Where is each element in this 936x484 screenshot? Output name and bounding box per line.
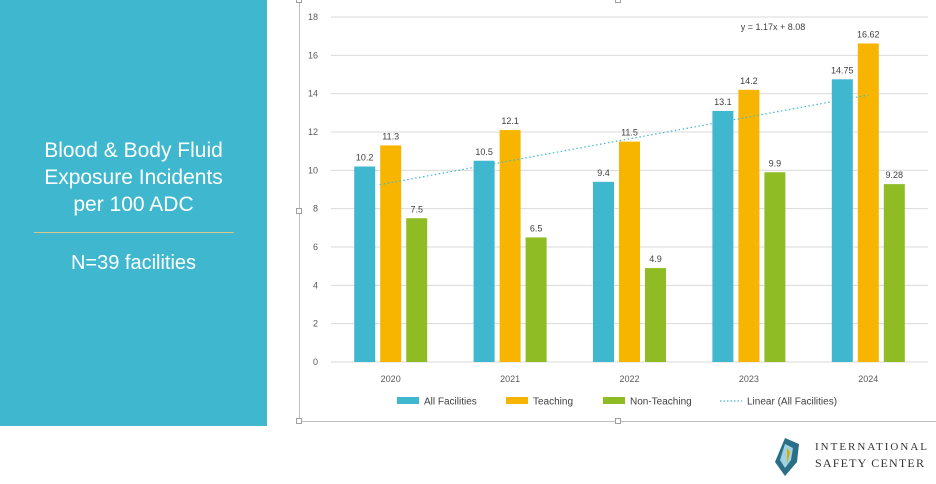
shield-logo-icon <box>775 438 799 476</box>
data-label: 9.4 <box>597 168 610 178</box>
bar <box>593 181 614 362</box>
bar <box>619 141 640 362</box>
bar <box>473 160 495 362</box>
bar <box>406 218 428 362</box>
x-tick-label: 2020 <box>381 374 401 384</box>
trendline: y = 1.17x + 8.08 <box>379 22 869 186</box>
legend-swatch <box>603 397 625 404</box>
data-label: 6.5 <box>530 223 543 233</box>
y-tick-label: 8 <box>313 204 318 214</box>
y-tick-label: 16 <box>308 50 318 60</box>
bar <box>738 89 760 362</box>
y-tick-label: 14 <box>308 89 318 99</box>
x-tick-label: 2022 <box>619 374 639 384</box>
side-panel: Blood & Body Fluid Exposure Incidents pe… <box>0 0 267 426</box>
legend-label: Non-Teaching <box>630 397 692 408</box>
resize-handle-top-left[interactable] <box>296 0 302 3</box>
data-label: 13.1 <box>714 97 732 107</box>
resize-handle-bottom-left[interactable] <box>296 418 302 424</box>
data-label: 9.9 <box>769 158 782 168</box>
y-tick-label: 12 <box>308 127 318 137</box>
legend-label: Teaching <box>533 397 573 408</box>
bar <box>831 79 853 363</box>
bar <box>712 110 734 363</box>
data-label: 4.9 <box>649 254 662 264</box>
chart: 0 2 4 6 8 10 12 14 16 18 10.2 11.3 7.5 10.5 12.1 6.5 9.… <box>308 12 928 408</box>
bar <box>354 166 376 362</box>
bar <box>764 172 786 362</box>
data-label: 12.1 <box>501 116 519 126</box>
y-tick-label: 10 <box>308 165 318 175</box>
resize-handle-left-middle[interactable] <box>296 208 302 214</box>
panel-title: Blood & Body Fluid Exposure Incidents pe… <box>44 139 223 216</box>
bars <box>354 43 905 363</box>
data-label: 14.75 <box>831 65 854 75</box>
bar <box>499 130 521 362</box>
legend: All Facilities Teaching Non-Teaching Linear… <box>397 397 837 408</box>
bar <box>883 184 905 362</box>
bar <box>857 43 879 362</box>
data-label: 7.5 <box>410 204 423 214</box>
data-labels: 10.2 11.3 7.5 10.5 12.1 6.5 9.4 11.5 4.9 13.1 14.2… <box>356 29 903 264</box>
resize-handle-top-middle[interactable] <box>615 0 621 3</box>
trendline-line <box>379 94 869 186</box>
legend-swatch <box>397 397 419 404</box>
logo-text-line-1: INTERNATIONAL <box>815 441 929 453</box>
bar <box>645 268 666 362</box>
panel-subtitle: N=39 facilities <box>70 252 197 274</box>
panel-divider <box>34 232 234 233</box>
y-tick-label: 18 <box>308 12 318 22</box>
logo-text-line-2: SAFETY CENTER <box>815 456 926 470</box>
y-tick-label: 2 <box>313 319 318 329</box>
y-tick-label: 6 <box>313 242 318 252</box>
data-label: 11.3 <box>382 131 399 141</box>
x-tick-label: 2021 <box>500 374 520 384</box>
y-tick-label: 4 <box>313 280 318 290</box>
data-label: 14.2 <box>740 76 758 86</box>
bar <box>380 145 402 362</box>
data-label: 9.28 <box>886 170 904 180</box>
legend-label: All Facilities <box>424 397 477 408</box>
legend-label: Linear (All Facilities) <box>747 397 837 408</box>
data-label: 11.5 <box>621 128 638 138</box>
trendline-equation: y = 1.17x + 8.08 <box>741 22 806 32</box>
data-label: 16.62 <box>857 29 880 39</box>
y-tick-label: 0 <box>313 357 318 367</box>
y-axis-ticks: 0 2 4 6 8 10 12 14 16 18 <box>308 12 318 367</box>
bar <box>525 237 547 362</box>
x-axis-ticks: 2020 2021 2022 2023 2024 <box>381 374 879 384</box>
data-label: 10.2 <box>356 153 374 163</box>
legend-swatch <box>506 397 528 404</box>
resize-handle-bottom-middle[interactable] <box>615 418 621 424</box>
x-tick-label: 2023 <box>739 374 759 384</box>
x-tick-label: 2024 <box>858 374 878 384</box>
data-label: 10.5 <box>475 147 493 157</box>
